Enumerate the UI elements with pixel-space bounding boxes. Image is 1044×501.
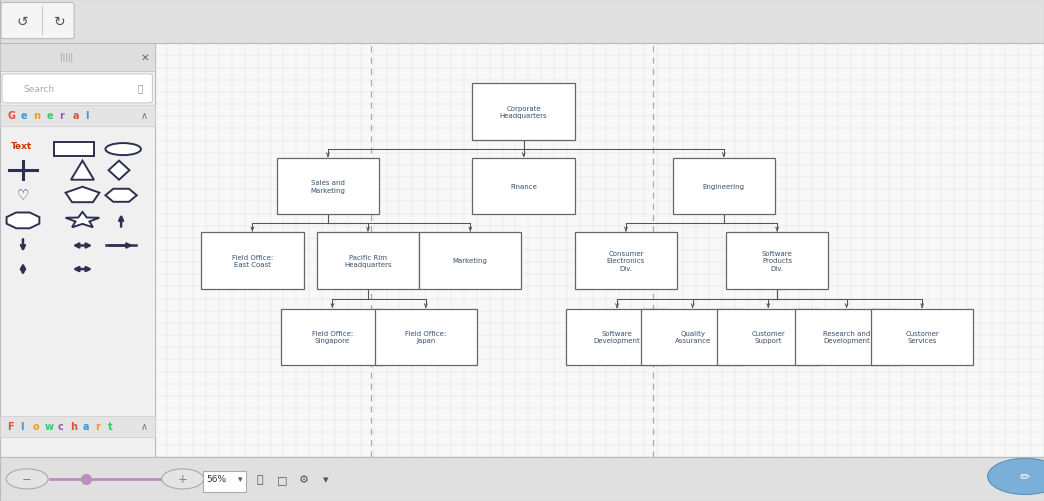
Polygon shape — [66, 212, 99, 228]
Text: F: F — [7, 421, 14, 431]
FancyBboxPatch shape — [0, 0, 1044, 44]
Text: a: a — [82, 421, 89, 431]
FancyBboxPatch shape — [672, 158, 775, 215]
Text: Research and
Development: Research and Development — [823, 331, 870, 344]
FancyBboxPatch shape — [575, 232, 678, 289]
Text: h: h — [70, 421, 77, 431]
Text: Software
Development: Software Development — [594, 331, 640, 344]
Polygon shape — [6, 213, 40, 229]
Text: ↺: ↺ — [16, 15, 28, 29]
Text: ♡: ♡ — [17, 189, 29, 203]
Text: Quality
Assurance: Quality Assurance — [674, 331, 711, 344]
Text: 56%: 56% — [207, 474, 227, 483]
Circle shape — [6, 469, 48, 489]
Text: r: r — [95, 421, 100, 431]
FancyBboxPatch shape — [726, 232, 828, 289]
Text: Field Office:
East Coast: Field Office: East Coast — [232, 254, 272, 268]
FancyBboxPatch shape — [0, 44, 155, 72]
Text: e: e — [21, 111, 27, 121]
Text: c: c — [57, 421, 64, 431]
FancyBboxPatch shape — [473, 158, 575, 215]
FancyBboxPatch shape — [717, 309, 820, 366]
Text: Consumer
Electronics
Div.: Consumer Electronics Div. — [607, 250, 645, 271]
Text: □: □ — [277, 474, 287, 484]
Text: ⚙: ⚙ — [299, 474, 309, 484]
Text: −: − — [22, 472, 32, 485]
FancyBboxPatch shape — [473, 84, 575, 140]
FancyBboxPatch shape — [277, 158, 379, 215]
FancyBboxPatch shape — [155, 44, 1044, 457]
FancyBboxPatch shape — [316, 232, 419, 289]
FancyBboxPatch shape — [796, 309, 898, 366]
Text: 🔍: 🔍 — [137, 85, 143, 94]
Text: ▾: ▾ — [323, 474, 329, 484]
Text: G: G — [7, 111, 16, 121]
FancyBboxPatch shape — [641, 309, 743, 366]
FancyBboxPatch shape — [54, 143, 94, 157]
Text: Engineering: Engineering — [703, 183, 744, 189]
Text: ↻: ↻ — [53, 15, 66, 29]
Text: ✏: ✏ — [1020, 470, 1030, 483]
Polygon shape — [109, 161, 129, 180]
FancyBboxPatch shape — [203, 471, 246, 492]
Circle shape — [988, 458, 1044, 494]
Text: |||||: ||||| — [61, 54, 73, 62]
Circle shape — [162, 469, 204, 489]
Text: Field Office:
Japan: Field Office: Japan — [405, 331, 447, 344]
Text: w: w — [45, 421, 54, 431]
FancyBboxPatch shape — [281, 309, 383, 366]
Text: Corporate
Headquarters: Corporate Headquarters — [500, 106, 547, 119]
Text: ∧: ∧ — [141, 111, 147, 121]
Text: ∧: ∧ — [141, 421, 147, 431]
FancyBboxPatch shape — [566, 309, 668, 366]
Text: n: n — [33, 111, 41, 121]
FancyBboxPatch shape — [0, 44, 155, 457]
Text: Customer
Services: Customer Services — [905, 331, 939, 344]
Text: t: t — [108, 421, 112, 431]
FancyBboxPatch shape — [2, 75, 152, 104]
Text: e: e — [47, 111, 53, 121]
FancyBboxPatch shape — [375, 309, 477, 366]
Text: ✕: ✕ — [141, 53, 149, 63]
Ellipse shape — [105, 144, 141, 156]
Text: l: l — [86, 111, 89, 121]
Text: a: a — [73, 111, 79, 121]
Text: Field Office:
Singapore: Field Office: Singapore — [312, 331, 353, 344]
Polygon shape — [105, 189, 137, 202]
FancyBboxPatch shape — [0, 106, 155, 127]
Text: Pacific Rim
Headquarters: Pacific Rim Headquarters — [345, 254, 392, 268]
Text: Marketing: Marketing — [453, 258, 488, 264]
Text: +: + — [177, 472, 188, 485]
Text: Search: Search — [23, 85, 54, 94]
FancyBboxPatch shape — [0, 457, 1044, 501]
Polygon shape — [71, 161, 94, 180]
FancyBboxPatch shape — [1, 4, 74, 40]
Text: Text: Text — [10, 141, 31, 150]
FancyBboxPatch shape — [0, 416, 155, 437]
Text: Finance: Finance — [511, 183, 537, 189]
Text: ▾: ▾ — [238, 474, 242, 483]
Text: r: r — [60, 111, 65, 121]
Polygon shape — [66, 187, 99, 203]
Text: l: l — [20, 421, 23, 431]
Text: Sales and
Marketing: Sales and Marketing — [310, 180, 346, 193]
FancyBboxPatch shape — [871, 309, 973, 366]
FancyBboxPatch shape — [419, 232, 521, 289]
FancyBboxPatch shape — [201, 232, 304, 289]
Text: ⛶: ⛶ — [257, 474, 263, 484]
Text: Customer
Support: Customer Support — [752, 331, 785, 344]
Text: o: o — [32, 421, 39, 431]
Text: Software
Products
Div.: Software Products Div. — [762, 250, 792, 271]
